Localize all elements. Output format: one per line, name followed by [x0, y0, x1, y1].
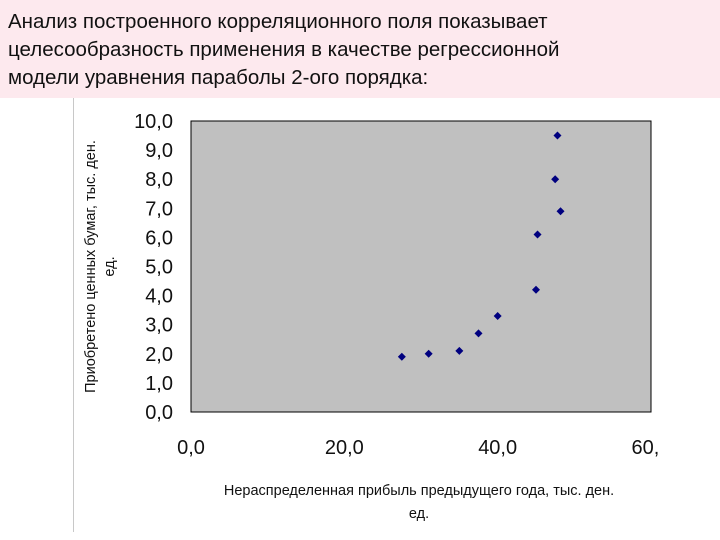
data-point — [474, 329, 483, 338]
data-point — [424, 349, 433, 358]
data-point — [551, 175, 560, 184]
y-tick-label: 2,0 — [145, 344, 173, 366]
y-axis-title-line-1: Приобретено ценных бумаг, тыс. ден. — [83, 140, 99, 393]
data-point — [533, 230, 542, 239]
y-tick-labels: 0,0 1,0 2,0 3,0 4,0 5,0 6,0 7,0 8,0 9,0 10,0 — [134, 111, 173, 424]
data-point — [397, 352, 406, 361]
y-tick-label: 3,0 — [145, 315, 173, 337]
data-points — [397, 131, 565, 361]
y-tick-label: 5,0 — [145, 257, 173, 279]
y-tick-label: 0,0 — [145, 402, 173, 424]
data-point — [556, 207, 565, 216]
y-tick-label: 9,0 — [145, 140, 173, 162]
y-tick-label: 4,0 — [145, 286, 173, 308]
y-axis-title-line-2: ед. — [102, 256, 118, 276]
x-tick-label: 20,0 — [325, 437, 364, 459]
data-point — [455, 346, 464, 355]
data-point — [532, 285, 540, 294]
y-tick-label: 7,0 — [145, 198, 173, 220]
plot-area — [190, 120, 652, 413]
scatter-chart: 0,0 1,0 2,0 3,0 4,0 5,0 6,0 7,0 8,0 9,0 10,0 0,0 20… — [83, 111, 659, 522]
x-axis-title-line-1: Нераспределенная прибыль предыдущего год… — [224, 483, 614, 499]
header-band — [0, 0, 720, 98]
x-tick-label: 60,0 — [632, 437, 659, 459]
x-tick-label: 0,0 — [177, 437, 205, 459]
x-tick-labels: 0,0 20,0 40,0 60,0 — [177, 437, 659, 459]
data-point — [553, 131, 562, 140]
chart-frame: 0,0 1,0 2,0 3,0 4,0 5,0 6,0 7,0 8,0 9,0 10,0 0,0 20… — [73, 98, 659, 532]
data-point — [493, 311, 502, 320]
y-tick-label: 6,0 — [145, 227, 173, 249]
y-tick-label: 1,0 — [145, 373, 173, 395]
slide-text: Анализ построенного корреляционного поля… — [8, 10, 560, 89]
x-axis-title-line-2: ед. — [409, 506, 429, 522]
x-tick-label: 40,0 — [478, 437, 517, 459]
y-tick-label: 8,0 — [145, 169, 173, 191]
y-tick-label: 10,0 — [134, 111, 173, 133]
